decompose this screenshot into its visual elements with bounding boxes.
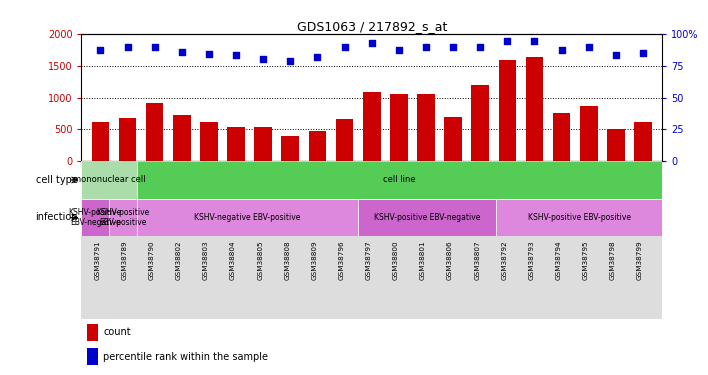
Bar bbox=[81, 161, 137, 199]
Point bbox=[474, 44, 486, 50]
Text: GSM38792: GSM38792 bbox=[501, 240, 508, 280]
Text: KSHV-positive
EBV-positive: KSHV-positive EBV-positive bbox=[96, 208, 149, 227]
Text: KSHV-positive EBV-positive: KSHV-positive EBV-positive bbox=[527, 213, 631, 222]
Point bbox=[502, 38, 513, 44]
Text: KSHV-positive EBV-negative: KSHV-positive EBV-negative bbox=[374, 213, 480, 222]
Bar bbox=[607, 129, 624, 161]
Point bbox=[258, 56, 269, 62]
Bar bbox=[472, 85, 489, 161]
Bar bbox=[445, 117, 462, 161]
Point bbox=[176, 49, 188, 55]
Point bbox=[285, 57, 296, 63]
Text: GSM38789: GSM38789 bbox=[122, 240, 127, 280]
Bar bbox=[119, 118, 137, 161]
Bar bbox=[173, 116, 190, 161]
Text: GSM38807: GSM38807 bbox=[474, 240, 480, 280]
Text: GSM38803: GSM38803 bbox=[203, 240, 209, 280]
Bar bbox=[227, 128, 245, 161]
Text: KSHV-negative EBV-positive: KSHV-negative EBV-positive bbox=[194, 213, 300, 222]
Text: KSHV-positive
EBV-negative: KSHV-positive EBV-negative bbox=[69, 208, 122, 227]
Bar bbox=[309, 131, 326, 161]
Point bbox=[95, 47, 106, 53]
Point bbox=[610, 53, 622, 58]
Text: GSM38795: GSM38795 bbox=[583, 240, 589, 280]
Bar bbox=[417, 94, 435, 161]
Text: GSM38809: GSM38809 bbox=[312, 240, 317, 280]
Point bbox=[122, 44, 133, 50]
Text: GSM38791: GSM38791 bbox=[94, 240, 101, 280]
Text: GSM38794: GSM38794 bbox=[556, 240, 561, 280]
Bar bbox=[87, 324, 98, 340]
Point bbox=[366, 40, 377, 46]
Text: GSM38802: GSM38802 bbox=[176, 240, 182, 280]
Point bbox=[203, 51, 215, 57]
Point bbox=[529, 38, 540, 44]
Bar bbox=[254, 127, 272, 161]
Text: cell type: cell type bbox=[36, 175, 78, 185]
Text: infection: infection bbox=[35, 213, 78, 222]
Text: GSM38800: GSM38800 bbox=[393, 240, 399, 280]
Bar bbox=[553, 113, 571, 161]
Bar bbox=[282, 136, 299, 161]
Bar bbox=[81, 236, 662, 319]
Bar bbox=[634, 122, 652, 161]
Point bbox=[339, 44, 350, 50]
Text: GSM38804: GSM38804 bbox=[230, 240, 236, 280]
Point bbox=[637, 50, 649, 56]
Text: mononuclear cell: mononuclear cell bbox=[73, 176, 145, 184]
Title: GDS1063 / 217892_s_at: GDS1063 / 217892_s_at bbox=[297, 20, 447, 33]
Text: percentile rank within the sample: percentile rank within the sample bbox=[103, 352, 268, 362]
Text: GSM38797: GSM38797 bbox=[366, 240, 372, 280]
Point bbox=[393, 47, 404, 53]
Point bbox=[421, 44, 432, 50]
Bar bbox=[200, 122, 218, 161]
Text: GSM38805: GSM38805 bbox=[257, 240, 263, 280]
Text: GSM38806: GSM38806 bbox=[447, 240, 453, 280]
Point bbox=[447, 44, 459, 50]
Bar bbox=[91, 122, 109, 161]
Text: GSM38801: GSM38801 bbox=[420, 240, 426, 280]
Text: GSM38793: GSM38793 bbox=[528, 240, 535, 280]
Text: GSM38790: GSM38790 bbox=[149, 240, 154, 280]
Point bbox=[149, 44, 160, 50]
Text: cell line: cell line bbox=[383, 176, 416, 184]
Bar bbox=[87, 348, 98, 365]
Text: GSM38808: GSM38808 bbox=[285, 240, 290, 280]
Bar bbox=[336, 118, 353, 161]
Text: count: count bbox=[103, 327, 131, 338]
Point bbox=[230, 53, 241, 58]
Point bbox=[312, 54, 323, 60]
Bar bbox=[81, 199, 109, 236]
Bar bbox=[390, 94, 408, 161]
Bar bbox=[525, 57, 543, 161]
Text: GSM38799: GSM38799 bbox=[637, 240, 643, 280]
Bar bbox=[137, 199, 358, 236]
Point bbox=[556, 47, 567, 53]
Bar bbox=[580, 106, 598, 161]
Bar bbox=[109, 199, 137, 236]
Bar bbox=[358, 199, 496, 236]
Text: GSM38796: GSM38796 bbox=[338, 240, 345, 280]
Bar bbox=[496, 199, 662, 236]
Bar bbox=[498, 60, 516, 161]
Point bbox=[583, 44, 595, 50]
Bar bbox=[363, 92, 380, 161]
Bar bbox=[146, 103, 164, 161]
Text: GSM38798: GSM38798 bbox=[610, 240, 616, 280]
